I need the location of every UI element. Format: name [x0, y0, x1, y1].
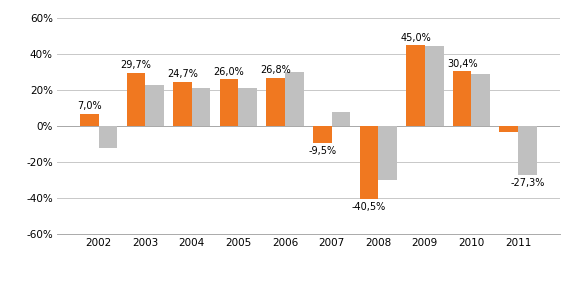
- Bar: [145, 85, 164, 126]
- Bar: [313, 126, 332, 143]
- Bar: [518, 126, 537, 175]
- Bar: [453, 71, 472, 126]
- Text: 45,0%: 45,0%: [400, 33, 431, 43]
- Text: 24,7%: 24,7%: [167, 69, 198, 79]
- Bar: [360, 126, 378, 199]
- Text: 30,4%: 30,4%: [447, 59, 477, 69]
- Bar: [80, 114, 99, 126]
- Text: 26,0%: 26,0%: [214, 67, 244, 77]
- Bar: [239, 88, 257, 126]
- Bar: [192, 88, 211, 126]
- Bar: [406, 45, 425, 126]
- Bar: [127, 73, 145, 126]
- Text: -27,3%: -27,3%: [510, 178, 545, 188]
- Text: -40,5%: -40,5%: [352, 202, 386, 212]
- Bar: [99, 126, 117, 148]
- Bar: [220, 79, 239, 126]
- Bar: [500, 126, 518, 132]
- Bar: [173, 82, 192, 126]
- Text: 29,7%: 29,7%: [120, 60, 151, 70]
- Text: 7,0%: 7,0%: [77, 101, 102, 111]
- Bar: [332, 112, 350, 126]
- Bar: [425, 46, 444, 126]
- Bar: [285, 72, 304, 126]
- Text: -9,5%: -9,5%: [308, 146, 336, 156]
- Bar: [267, 78, 285, 126]
- Bar: [378, 126, 397, 180]
- Text: 26,8%: 26,8%: [260, 65, 291, 75]
- Bar: [472, 74, 490, 126]
